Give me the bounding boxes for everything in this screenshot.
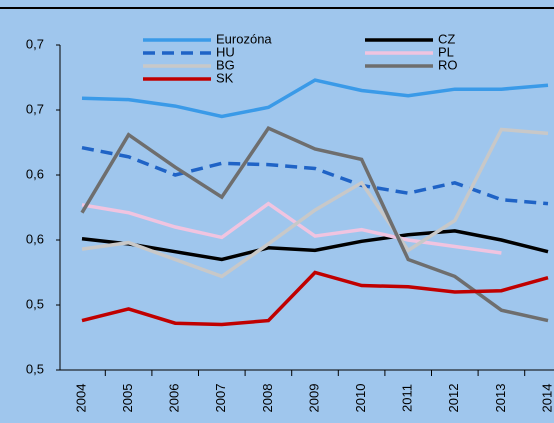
x-tick-label: 2014 [539, 384, 554, 413]
x-tick-label: 2008 [260, 384, 275, 413]
legend-label: HU [216, 44, 235, 59]
y-tick-label: 0,7 [26, 101, 44, 116]
series-line [81, 78, 549, 119]
legend-label: Eurozóna [216, 31, 272, 46]
legend-label: SK [216, 70, 234, 85]
series-line [81, 270, 549, 327]
x-tick-label: 2010 [353, 384, 368, 413]
series-line [80, 126, 549, 323]
series-line [81, 127, 549, 279]
y-tick-label: 0,7 [26, 36, 44, 51]
x-tick-label: 2004 [73, 384, 88, 413]
x-tick-label: 2006 [167, 384, 182, 413]
x-tick-label: 2011 [400, 384, 415, 412]
x-tick-label: 2013 [493, 384, 508, 413]
y-tick-label: 0,5 [26, 361, 44, 376]
y-tick-label: 0,5 [26, 296, 44, 311]
legend-label: CZ [438, 31, 455, 46]
x-tick-label: 2007 [213, 384, 228, 413]
series-line [81, 229, 549, 262]
y-tick-label: 0,6 [26, 166, 44, 181]
series-line [81, 201, 502, 255]
legend-label: BG [216, 57, 235, 72]
x-tick-label: 2005 [120, 384, 135, 413]
y-tick-label: 0,6 [26, 231, 44, 246]
x-tick-label: 2012 [446, 384, 461, 413]
x-tick-label: 2009 [306, 384, 321, 413]
legend-label: RO [438, 57, 458, 72]
legend-label: PL [438, 44, 454, 59]
